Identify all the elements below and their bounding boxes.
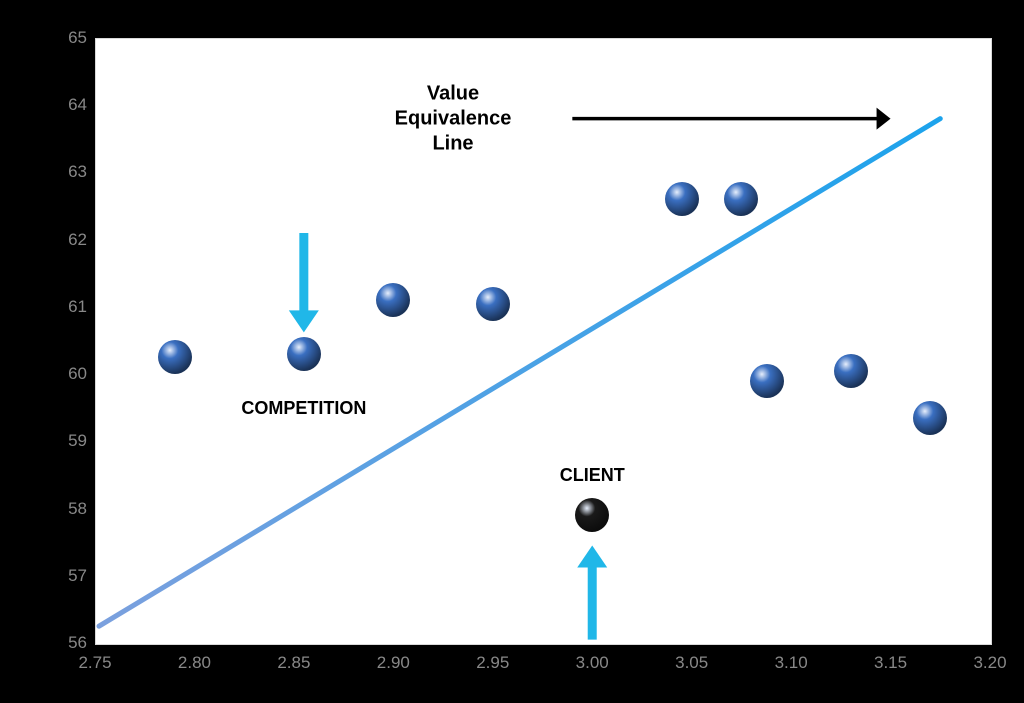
y-tick-label: 62 <box>57 230 87 250</box>
x-tick-label: 3.15 <box>874 653 907 673</box>
x-tick-label: 3.10 <box>775 653 808 673</box>
client-arrow <box>577 546 607 640</box>
y-tick-label: 56 <box>57 633 87 653</box>
y-tick-label: 58 <box>57 499 87 519</box>
y-tick-label: 65 <box>57 28 87 48</box>
x-tick-label: 2.80 <box>178 653 211 673</box>
y-tick-label: 61 <box>57 297 87 317</box>
y-tick-label: 59 <box>57 431 87 451</box>
y-tick-label: 60 <box>57 364 87 384</box>
y-tick-label: 63 <box>57 162 87 182</box>
x-tick-label: 3.20 <box>973 653 1006 673</box>
value-line-label-line1: Value <box>395 81 512 106</box>
x-tick-label: 2.90 <box>377 653 410 673</box>
value-line-label-arrow <box>572 108 890 130</box>
client-label-text: CLIENT <box>560 465 625 485</box>
arrows-layer <box>0 0 1024 703</box>
x-tick-label: 2.85 <box>277 653 310 673</box>
y-tick-label: 64 <box>57 95 87 115</box>
value-line-label-line3: Line <box>395 131 512 156</box>
chart-wrapper: COMPETITION CLIENT ValueEquivalenceLine 2.… <box>0 0 1024 703</box>
value-line-label-line2: Equivalence <box>395 106 512 131</box>
competition-label: COMPETITION <box>241 396 366 419</box>
x-tick-label: 3.05 <box>675 653 708 673</box>
x-tick-label: 3.00 <box>576 653 609 673</box>
value-line-label: ValueEquivalenceLine <box>395 81 512 156</box>
competition-arrow <box>289 233 319 332</box>
x-tick-label: 2.95 <box>476 653 509 673</box>
competition-label-text: COMPETITION <box>241 397 366 417</box>
y-tick-label: 57 <box>57 566 87 586</box>
client-label: CLIENT <box>560 464 625 487</box>
x-tick-label: 2.75 <box>78 653 111 673</box>
